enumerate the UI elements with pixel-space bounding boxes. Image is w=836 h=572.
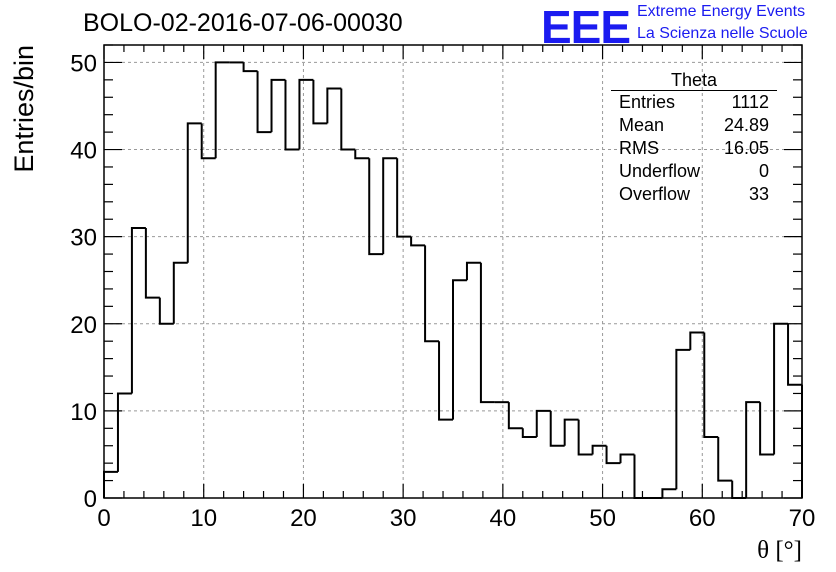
x-tick-label: 20 [290,505,317,532]
y-tick-label: 10 [70,399,97,426]
histogram-bin [759,402,775,456]
histogram-bin [158,297,174,325]
histogram-bin [214,61,230,159]
histogram-bin [703,332,719,439]
histogram-bin [591,444,607,455]
stats-value: 16.05 [723,138,769,158]
histogram-bin [787,323,802,386]
stats-row-overflow: Overflow 33 [611,183,777,206]
y-axis-label: Entries/bin [9,45,39,173]
x-tick-label: 60 [689,505,716,532]
histogram-bin [465,261,481,281]
x-tick-label: 50 [589,505,616,532]
y-tick-label: 30 [70,225,97,252]
stats-row-mean: Mean 24.89 [611,114,777,137]
histogram-bin [633,454,649,499]
stats-value: 0 [758,161,769,181]
histogram-bin [368,158,384,256]
stats-value: 24.89 [723,115,769,135]
histogram-bin [619,453,635,464]
histogram-bin [689,331,705,350]
histogram-bin [144,227,160,299]
histogram-bin [270,78,286,133]
stats-row-underflow: Underflow 0 [611,160,777,183]
histogram-bin [298,78,314,150]
histogram-bin [438,341,453,421]
histogram-bin [242,62,258,73]
histogram-bin [424,245,440,343]
x-axis-label: θ [°] [757,537,802,564]
stats-name: Theta [611,70,777,91]
histogram-bin [172,261,188,324]
x-tick-label: 70 [789,505,816,532]
stats-row-rms: RMS 16.05 [611,137,777,160]
histogram-bin [563,418,579,446]
histogram-bin [535,409,551,438]
histogram-bin [396,158,412,238]
histogram-bin [745,401,761,498]
y-tick-label: 20 [70,312,97,339]
histogram-bin [661,488,677,498]
histogram-bin [717,437,733,482]
histogram-bin [103,470,118,498]
stats-value: 33 [748,184,769,204]
histogram-bin [326,87,342,124]
logo-line-2: La Scienza nelle Scuole [637,25,808,42]
stats-label: RMS [619,138,659,158]
histogram-bin [130,226,146,394]
chart-title: BOLO-02-2016-07-06-00030 [83,9,403,37]
histogram-bin [256,71,272,134]
y-tick-label: 0 [84,486,97,513]
histogram-bin [675,348,691,490]
histogram-bin [382,157,398,255]
histogram-bin [479,262,495,404]
histogram-bin [549,410,565,447]
logo-line-1: Extreme Energy Events [637,3,806,20]
histogram-bin [577,419,593,456]
stats-box: Theta Entries 1112 Mean 24.89 RMS 16.05 … [611,70,777,206]
histogram-bin [200,123,216,160]
histogram-bin [312,79,328,125]
stats-label: Entries [619,92,676,112]
histogram-bin [284,79,300,151]
x-tick-label: 30 [390,505,417,532]
stats-row-entries: Entries 1112 [611,91,777,114]
stats-label: Overflow [619,184,691,204]
histogram-bin [186,122,202,263]
histogram-bin [340,88,356,151]
stats-label: Mean [619,115,665,135]
stats-value: 1112 [731,92,769,112]
histogram-bin [773,322,789,455]
y-tick-label: 50 [70,50,97,77]
histogram-bin [410,236,426,247]
histogram-bin [507,402,523,430]
y-tick-label: 40 [70,138,97,165]
histogram-bin [452,279,467,420]
histogram-bin [354,149,370,160]
histogram-bin [521,428,537,439]
histogram-bin [731,480,747,499]
x-tick-label: 10 [190,505,217,532]
x-tick-label: 40 [490,505,517,532]
histogram-bin [116,392,132,472]
x-tick-label: 0 [97,505,110,532]
eee-logo: EEE [541,1,631,53]
histogram-bin [605,445,621,465]
stats-label: Underflow [619,161,701,181]
